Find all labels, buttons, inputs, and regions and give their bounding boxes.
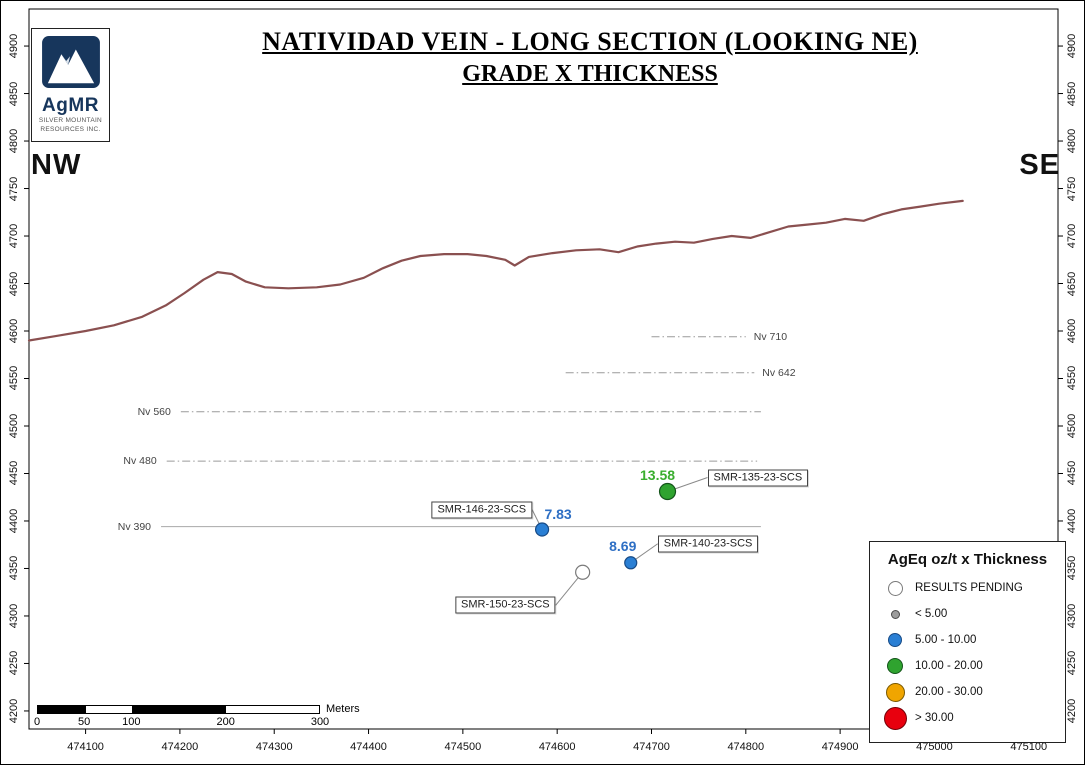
scale-bar-tick-label: 0 xyxy=(33,716,41,728)
scale-bar-segment xyxy=(131,706,226,713)
legend-circle xyxy=(888,633,902,647)
legend-item-label: 20.00 - 30.00 xyxy=(915,686,983,698)
legend-circle xyxy=(885,682,905,702)
legend-item: > 30.00 xyxy=(880,705,1055,731)
legend-circle xyxy=(890,609,900,619)
legend-marker-icon xyxy=(880,633,910,647)
legend-item: 10.00 - 20.00 xyxy=(880,653,1055,679)
legend-marker-icon xyxy=(880,580,910,596)
legend-box: AgEq oz/t x Thickness RESULTS PENDING < 5… xyxy=(869,541,1066,743)
logo-subtitle-line1: SILVER MOUNTAIN xyxy=(38,117,103,124)
drillhole-marker xyxy=(624,556,638,570)
scale-bar-tick-label: 300 xyxy=(310,716,330,728)
legend-item: < 5.00 xyxy=(880,601,1055,627)
topography-line xyxy=(27,199,964,342)
scale-bar-tick-label: 200 xyxy=(216,716,235,728)
legend-circle xyxy=(887,658,903,674)
legend-marker-icon xyxy=(880,609,910,619)
orientation-label-se: SE xyxy=(1019,149,1060,181)
scale-bar-segment xyxy=(225,706,319,713)
logo-subtitle-line2: RESOURCES INC. xyxy=(40,125,101,133)
agmr-logo: AgMR SILVER MOUNTAIN RESOURCES INC. xyxy=(31,28,110,142)
legend-circle xyxy=(883,706,907,730)
legend-circle xyxy=(887,580,903,596)
scale-bar-segment xyxy=(38,706,85,713)
drillhole-marker xyxy=(575,564,591,580)
legend-item: 20.00 - 30.00 xyxy=(880,679,1055,705)
legend-item: 5.00 - 10.00 xyxy=(880,627,1055,653)
legend-item-label: RESULTS PENDING xyxy=(915,582,1023,594)
scale-bar-labels: 0 50 100 200 300 xyxy=(33,714,377,728)
logo-brand-text: AgMR xyxy=(42,95,99,116)
mountain-logo-icon xyxy=(41,35,100,89)
scale-bar-segment xyxy=(84,706,132,713)
scale-bar-tick-label: 100 xyxy=(122,716,141,728)
legend-item-label: 10.00 - 20.00 xyxy=(915,660,983,672)
legend-item-label: < 5.00 xyxy=(915,608,948,620)
scale-bar: 0 50 100 200 300 Meters xyxy=(33,703,377,728)
chart-title-line-2: GRADE X THICKNESS xyxy=(462,61,718,87)
chart-title-line-1: NATIVIDAD VEIN - LONG SECTION (LOOKING N… xyxy=(262,27,918,56)
legend-item-label: > 30.00 xyxy=(915,712,954,724)
legend-item-label: 5.00 - 10.00 xyxy=(915,634,977,646)
scale-bar-unit-label: Meters xyxy=(326,703,360,715)
legend-items: RESULTS PENDING < 5.00 5.00 - 10.00 10.00 -… xyxy=(880,575,1055,731)
orientation-label-nw: NW xyxy=(31,149,82,181)
legend-marker-icon xyxy=(880,658,910,674)
scale-bar-bar xyxy=(37,705,320,714)
plot-frame xyxy=(28,8,1059,730)
drillhole-marker xyxy=(534,522,550,537)
legend-title: AgEq oz/t x Thickness xyxy=(887,551,1048,568)
drillhole-marker xyxy=(658,482,677,501)
legend-marker-icon xyxy=(880,706,910,730)
chart-title-block: NATIVIDAD VEIN - LONG SECTION (LOOKING N… xyxy=(141,27,1039,88)
legend-marker-icon xyxy=(880,682,910,702)
scale-bar-tick-label: 50 xyxy=(78,716,91,728)
legend-item: RESULTS PENDING xyxy=(880,575,1055,601)
